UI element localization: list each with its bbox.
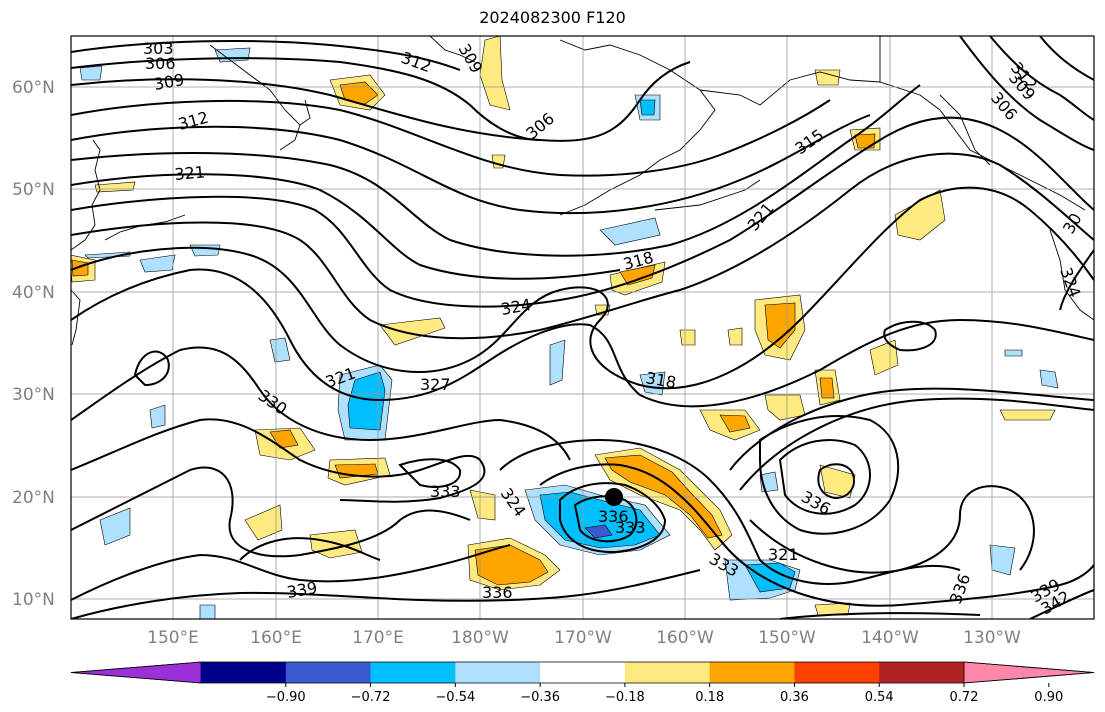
contour-label: 327 — [420, 375, 451, 394]
map-title: 2024082300 F120 — [479, 8, 626, 27]
colorbar-tick-label: 0.72 — [950, 690, 979, 705]
lon-label: 160°W — [656, 628, 714, 648]
colorbar-segment — [455, 662, 541, 683]
lat-label: 40°N — [12, 283, 55, 303]
contour-label: 312 — [176, 108, 210, 134]
contour-label: 339 — [285, 578, 318, 602]
colorbar-extend-min — [70, 661, 202, 684]
colorbar-tick-label: 0.36 — [780, 690, 809, 705]
colorbar-tick-label: −0.72 — [351, 690, 391, 705]
cyclone-center-marker — [605, 488, 623, 506]
colorbar-tick-label: −0.54 — [435, 690, 475, 705]
colorbar-segment — [624, 662, 711, 683]
lon-label: 170°E — [352, 628, 404, 648]
lon-label: 180°W — [451, 628, 509, 648]
lat-label: 30°N — [12, 385, 55, 405]
colorbar-segment — [540, 662, 626, 683]
colorbar-outline — [70, 661, 1095, 684]
lon-label: 130°W — [963, 628, 1021, 648]
colorbar-tick-label: −0.90 — [266, 690, 306, 705]
colorbar-segment — [709, 662, 795, 683]
colorbar-segment — [201, 662, 287, 683]
lat-label: 20°N — [12, 488, 55, 508]
contour-label: 321 — [174, 162, 206, 184]
contour-label: 303 — [143, 39, 174, 58]
graticule — [71, 36, 1094, 619]
colorbar-segment — [370, 662, 456, 683]
contour-label: 336 — [598, 507, 629, 526]
map-area — [71, 36, 1094, 619]
lon-label: 150°W — [758, 628, 816, 648]
lon-label: 170°W — [554, 628, 612, 648]
contour-label: 324 — [499, 295, 532, 319]
lon-label: 160°E — [250, 628, 302, 648]
lon-label: 140°W — [861, 628, 919, 648]
colorbar-segment — [285, 662, 372, 683]
colorbar-segment — [879, 662, 965, 683]
colorbar-tick-label: 0.18 — [695, 690, 724, 705]
latitude-labels: 60°N 50°N 40°N 30°N 20°N 10°N — [12, 78, 55, 610]
contour-label: 321 — [768, 545, 799, 564]
colorbar-tick-label: −0.18 — [605, 690, 645, 705]
lat-label: 60°N — [12, 78, 55, 98]
contour-label: 333 — [615, 518, 646, 537]
colorbar-extend-max — [963, 661, 1095, 684]
map-frame — [70, 35, 1095, 620]
lat-label: 10°N — [12, 590, 55, 610]
contour-label: 309 — [152, 70, 185, 94]
colorbar: −0.90 −0.72 −0.54 −0.36 −0.18 0.18 0.36 0.54 0.7… — [70, 661, 1095, 705]
contours — [71, 36, 1094, 619]
longitude-labels: 150°E 160°E 170°E 180°W 170°W 160°W 150°… — [147, 628, 1021, 648]
colorbar-segment — [794, 662, 880, 683]
coastlines — [71, 36, 1094, 346]
contour-label: 306 — [145, 54, 176, 73]
contour-label: 312 — [399, 48, 434, 76]
lon-label: 150°E — [147, 628, 199, 648]
contour-label: 336 — [482, 583, 513, 602]
contour-label: 333 — [430, 482, 461, 501]
negative-shading — [79, 47, 1059, 619]
lat-label: 50°N — [12, 180, 55, 200]
colorbar-tick-label: 0.54 — [865, 690, 894, 705]
colorbar-tick-label: 0.90 — [1034, 690, 1063, 705]
colorbar-tick-label: −0.36 — [520, 690, 560, 705]
contour-label: 336 — [946, 571, 974, 606]
